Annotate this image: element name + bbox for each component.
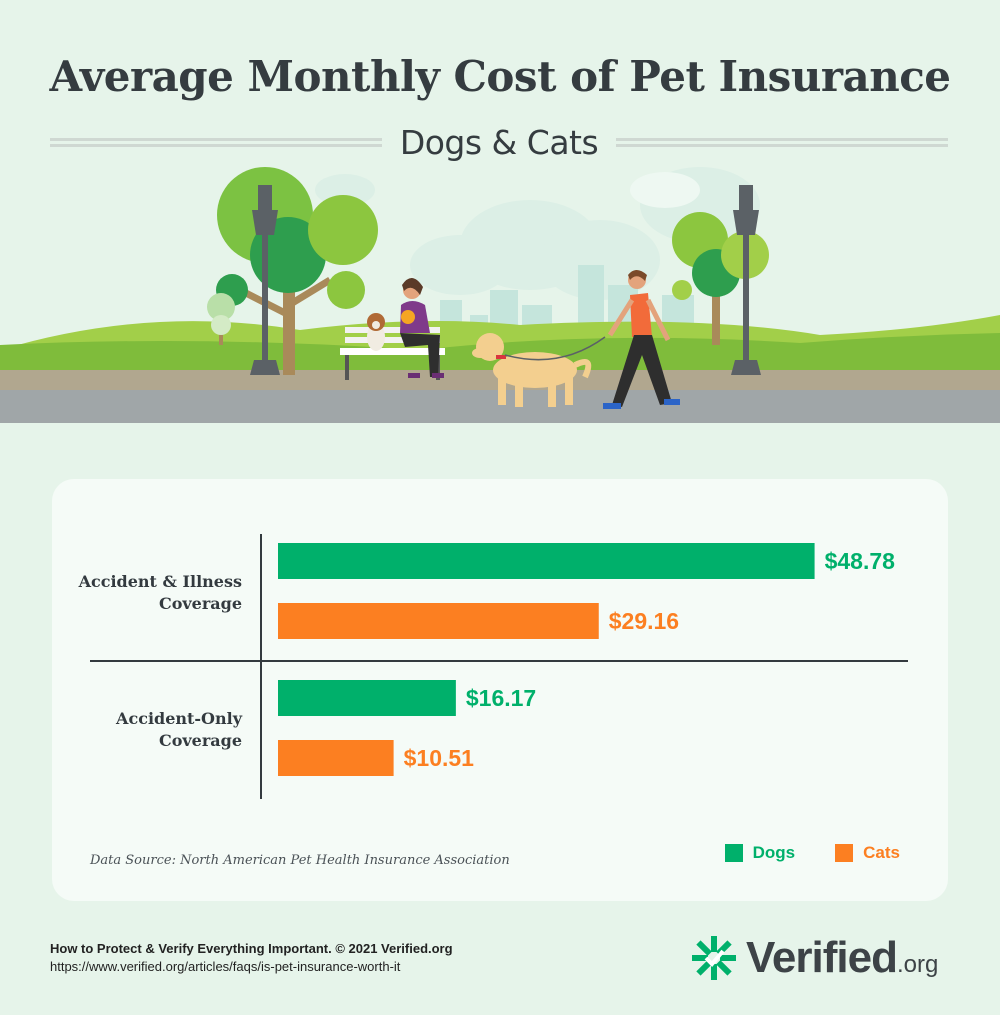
category-label: Coverage [159,594,242,613]
man-walking-icon [603,270,680,409]
golden-retriever-icon [472,333,592,407]
subtitle-rule-right [616,137,949,147]
subtitle-rule-left [50,137,382,147]
legend-item-dogs: Dogs [724,843,796,863]
data-label-cats: $10.51 [404,745,475,771]
leash [504,336,606,361]
verified-logo[interactable]: Verified.org [690,933,938,983]
bar-cats [278,740,394,776]
bar-dogs [278,680,456,716]
bar-chart: Accident & Illness Coverage $48.78 $29.16 Ac… [78,534,908,799]
bar-dogs [278,543,815,579]
footer-url[interactable]: https://www.verified.org/articles/faqs/i… [50,959,401,974]
footer-tagline: How to Protect & Verify Everything Impor… [50,941,453,956]
data-label-dogs: $48.78 [825,548,896,574]
street-lamp-icon [250,185,280,375]
legend: Dogs Cats [724,843,900,863]
park-scene-illustration [0,167,1000,423]
legend-item-cats: Cats [835,843,900,863]
street-lamp-icon [731,185,761,375]
data-label-dogs: $16.17 [466,685,536,711]
footer-text: How to Protect & Verify Everything Impor… [50,940,453,976]
woman-with-cat-icon [400,277,444,378]
data-source: Data Source: North American Pet Health I… [90,853,510,868]
verified-asterisk-icon [692,936,736,980]
legend-label-cats: Cats [863,843,900,862]
data-label-cats: $29.16 [609,608,679,634]
legend-swatch-dogs [724,844,743,862]
bar-cats [278,603,599,639]
category-label: Coverage [159,731,242,750]
chart-card: Accident & Illness Coverage $48.78 $29.16 Ac… [52,479,948,901]
page-title: Average Monthly Cost of Pet Insurance [49,52,951,101]
beagle-icon [367,313,385,351]
subtitle-row: Dogs & Cats [50,122,949,162]
legend-swatch-cats [835,844,854,862]
page-subtitle: Dogs & Cats [399,122,599,162]
legend-label-dogs: Dogs [752,843,796,862]
logo-wordmark: Verified.org [746,933,939,982]
category-label: Accident-Only [115,709,243,728]
category-label: Accident & Illness [78,572,242,591]
tree-icon [207,293,235,345]
